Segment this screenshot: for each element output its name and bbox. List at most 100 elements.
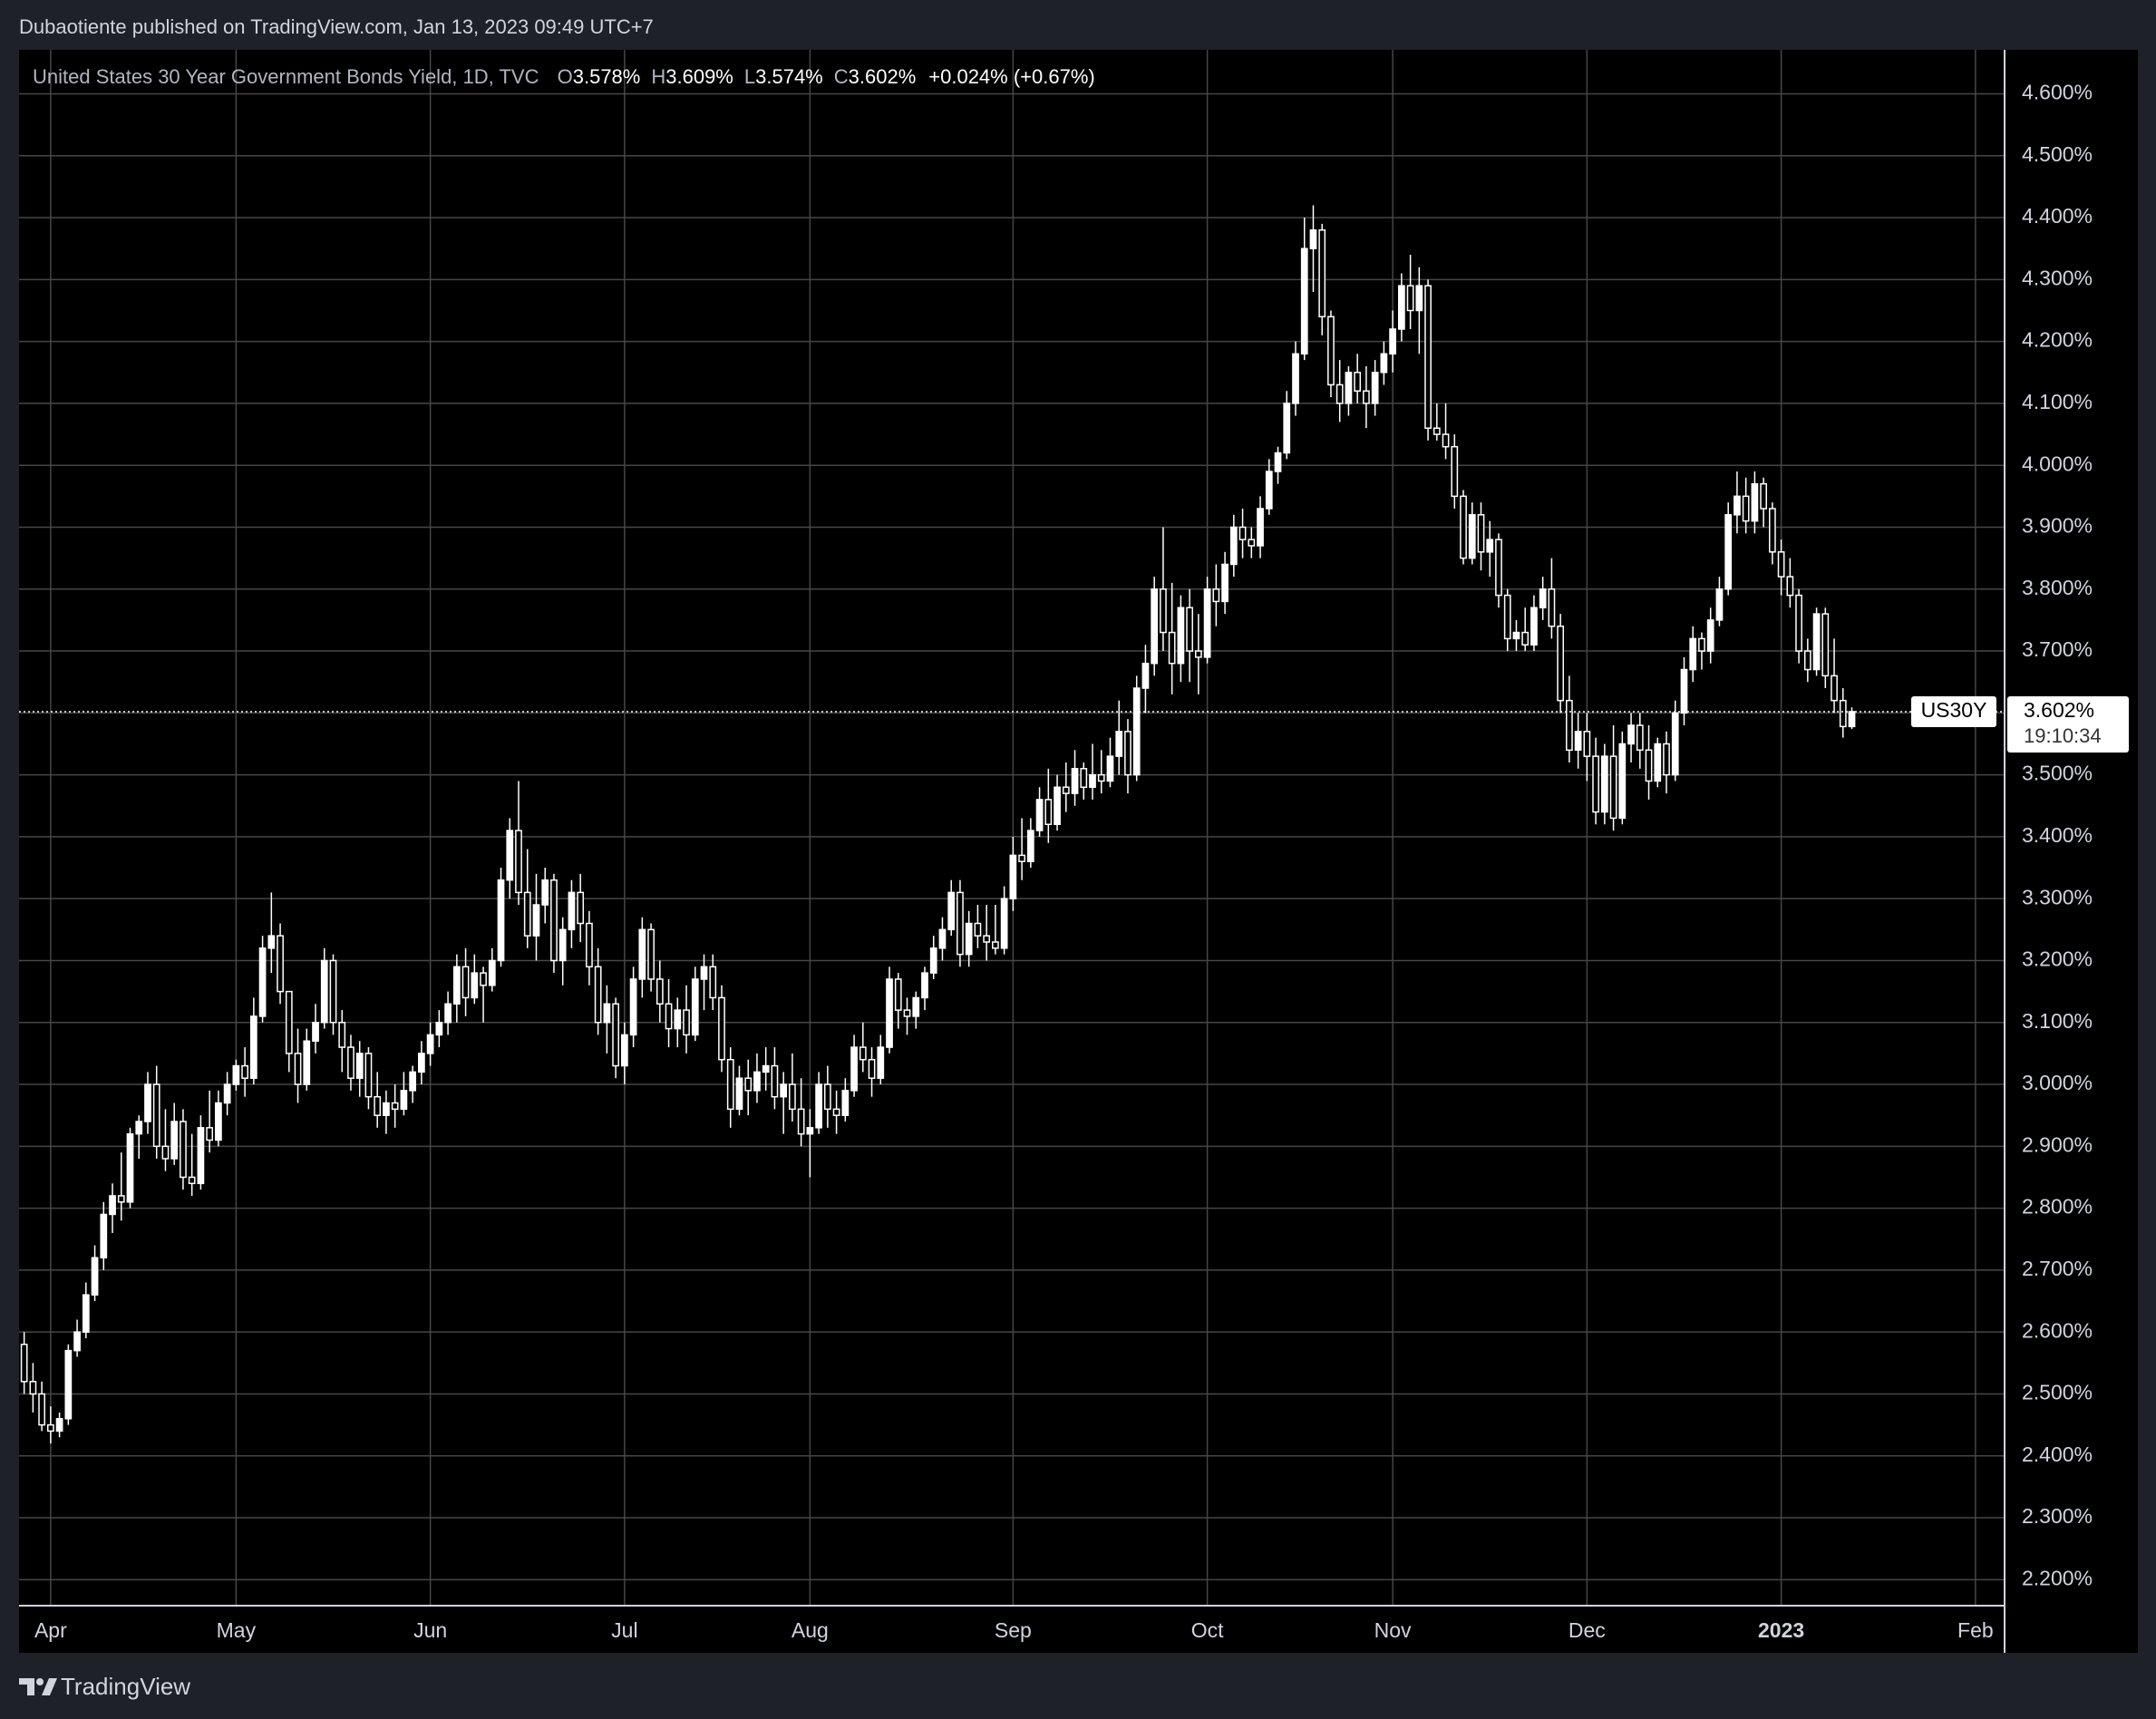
candle-body (249, 1015, 257, 1079)
x-tick-label: Sep (995, 1618, 1032, 1642)
candle-body (1512, 631, 1520, 640)
x-tick-label: Nov (1374, 1618, 1412, 1642)
candle-body (1009, 854, 1017, 899)
logo-shape (42, 1678, 57, 1695)
candle-body (1495, 539, 1502, 597)
candle-body (1265, 471, 1273, 510)
candle-body (586, 922, 593, 968)
candle-body (603, 1003, 611, 1024)
candle-body (1574, 731, 1582, 752)
candle-body (303, 1040, 311, 1085)
candle-body (1000, 898, 1008, 949)
candle-body (1486, 539, 1494, 553)
candle-body (258, 947, 267, 1017)
candle-body (1106, 755, 1114, 782)
candle-body (929, 947, 937, 974)
y-tick-label: 2.600% (2022, 1318, 2093, 1342)
candle-body (1451, 445, 1459, 498)
candle-body (1124, 731, 1131, 776)
candle-body (621, 1034, 628, 1067)
y-tick-label: 4.600% (2022, 81, 2093, 104)
candle-body (1345, 372, 1353, 404)
candle-body (374, 1095, 382, 1116)
y-tick-label: 3.900% (2022, 514, 2093, 538)
candle-body (320, 959, 328, 1024)
candle-body (480, 972, 487, 986)
candle-body (364, 1053, 373, 1098)
candle-body (1177, 607, 1185, 665)
candle-body (1283, 403, 1291, 454)
candle-body (886, 978, 893, 1048)
candle-body (91, 1257, 99, 1296)
candle-body (1503, 594, 1511, 640)
y-tick-label: 3.400% (2022, 823, 2093, 847)
y-tick-label: 3.300% (2022, 885, 2093, 908)
candle-body (1062, 786, 1070, 794)
symbol-label: US30Y (1921, 698, 1987, 722)
candle-body (46, 1423, 54, 1432)
candle-body (1229, 526, 1238, 566)
candle-body (1432, 427, 1441, 435)
candle-body (1424, 285, 1432, 429)
candle-body (1618, 743, 1627, 820)
candle-body (1760, 482, 1768, 510)
candle-body (841, 1090, 850, 1116)
candle-body (197, 1127, 205, 1185)
candle-body (1238, 526, 1247, 540)
candle-body (285, 990, 293, 1054)
y-tick-label: 4.100% (2022, 390, 2093, 413)
y-tick-label: 2.700% (2022, 1257, 2093, 1280)
candle-body (983, 935, 991, 943)
candle-body (170, 1121, 179, 1160)
y-tick-label: 2.400% (2022, 1442, 2093, 1466)
candle-body (1018, 854, 1025, 862)
y-tick-label: 4.000% (2022, 452, 2093, 475)
candle-body (215, 1102, 222, 1141)
candle-body (789, 1083, 796, 1111)
candle-body (850, 1046, 858, 1092)
candle-body (161, 1145, 170, 1160)
candle-body (426, 1034, 434, 1054)
ohlc-legend: United States 30 Year Government Bonds Y… (33, 65, 1095, 88)
candle-body (409, 1071, 417, 1092)
legend-value: 3.602% (849, 65, 917, 88)
candle-body (1698, 637, 1705, 652)
candle-body (1371, 372, 1379, 404)
candle-body (38, 1393, 45, 1426)
candle-body (152, 1083, 160, 1148)
y-tick-label: 2.900% (2022, 1132, 2093, 1156)
candle-body (762, 1064, 770, 1073)
candle-body (73, 1331, 81, 1352)
x-tick-label: 2023 (1758, 1618, 1804, 1642)
candle-body (1786, 576, 1794, 597)
legend-key: L (744, 65, 755, 88)
y-tick-label: 4.500% (2022, 142, 2093, 166)
price-label: 3.602% (2024, 698, 2094, 722)
candle-body (391, 1102, 399, 1111)
candle-body (541, 879, 549, 906)
candle-body (1080, 768, 1088, 789)
candle-body (452, 966, 461, 1005)
candle-body (206, 1127, 214, 1141)
legend-key: C (834, 65, 849, 88)
brand-name: TradingView (61, 1673, 190, 1700)
candle-body (1566, 699, 1573, 752)
candle-body (117, 1195, 125, 1203)
candle-body (1397, 285, 1405, 330)
candle-body (868, 1058, 876, 1079)
candle-body (400, 1090, 408, 1111)
candle-body (1812, 613, 1821, 671)
candle-body (1671, 712, 1679, 776)
candle-body (594, 966, 602, 1024)
y-tick-label: 4.300% (2022, 266, 2093, 289)
candle-body (1742, 495, 1750, 522)
y-tick-label: 3.100% (2022, 1009, 2093, 1033)
candle-body (894, 978, 902, 1011)
candle-body (471, 972, 479, 999)
y-tick-label: 4.400% (2022, 204, 2093, 228)
candle-body (277, 935, 284, 993)
candle-body (753, 1071, 761, 1092)
candle-body (974, 922, 982, 937)
candle-body (267, 935, 276, 949)
candle-body (1583, 731, 1591, 757)
